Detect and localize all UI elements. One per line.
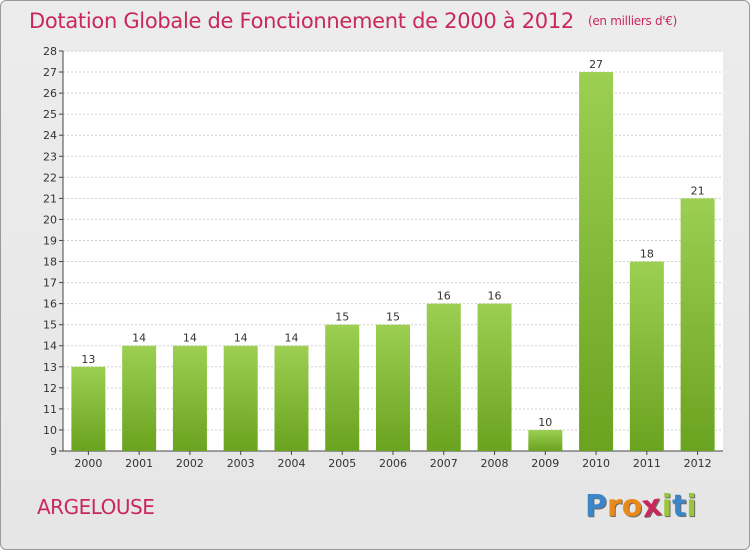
- x-tick-label: 2003: [227, 457, 255, 470]
- bar: [629, 261, 664, 451]
- y-tick-label: 25: [43, 108, 57, 121]
- logo-letter: o: [621, 489, 643, 524]
- y-tick-label: 28: [43, 45, 57, 58]
- bar-value-label: 27: [589, 58, 603, 71]
- y-tick-label: 22: [43, 171, 57, 184]
- bar: [579, 72, 614, 451]
- bar-value-label: 14: [284, 332, 298, 345]
- bar-value-label: 15: [335, 311, 349, 324]
- logo-letter: P: [585, 489, 607, 524]
- x-tick-label: 2010: [582, 457, 610, 470]
- x-tick-label: 2012: [684, 457, 712, 470]
- chart-title-text: Dotation Globale de Fonctionnement de 20…: [29, 9, 574, 33]
- logo-letter: i: [661, 489, 673, 524]
- x-tick-label: 2001: [125, 457, 153, 470]
- logo-letter: x: [640, 487, 665, 526]
- y-tick-label: 12: [43, 382, 57, 395]
- y-tick-label: 24: [43, 129, 57, 142]
- y-tick-label: 13: [43, 361, 57, 374]
- bar-value-label: 10: [538, 416, 552, 429]
- bar: [680, 198, 715, 451]
- y-tick-label: 27: [43, 66, 57, 79]
- y-tick-label: 9: [50, 445, 57, 458]
- bar-value-label: 13: [81, 353, 95, 366]
- y-tick-label: 11: [43, 403, 57, 416]
- bar: [223, 345, 258, 451]
- bar: [71, 366, 106, 451]
- commune-name: ARGELOUSE: [37, 495, 155, 519]
- x-tick-label: 2005: [328, 457, 356, 470]
- bar-value-label: 16: [437, 290, 451, 303]
- bar-value-label: 14: [183, 332, 197, 345]
- x-tick-label: 2008: [481, 457, 509, 470]
- x-tick-label: 2009: [531, 457, 559, 470]
- y-tick-label: 20: [43, 213, 57, 226]
- y-tick-label: 16: [43, 298, 57, 311]
- x-tick-label: 2002: [176, 457, 204, 470]
- bar: [172, 345, 207, 451]
- y-tick-label: 21: [43, 192, 57, 205]
- bar-value-label: 21: [691, 184, 705, 197]
- bar: [122, 345, 157, 451]
- bar: [376, 324, 410, 451]
- y-tick-label: 10: [43, 424, 57, 437]
- y-tick-label: 17: [43, 277, 57, 290]
- bar: [325, 324, 360, 451]
- logo-letter: i: [686, 489, 697, 524]
- logo-letter: t: [672, 489, 687, 524]
- y-tick-label: 26: [43, 87, 57, 100]
- y-tick-label: 18: [43, 256, 57, 269]
- chart-unit-label: (en milliers d'€): [587, 14, 677, 28]
- x-tick-label: 2000: [74, 457, 102, 470]
- bar-value-label: 14: [132, 332, 146, 345]
- logo-letter: r: [607, 489, 622, 524]
- x-tick-label: 2007: [430, 457, 458, 470]
- bar-value-label: 14: [234, 332, 248, 345]
- proxiti-logo: Proxiti: [585, 487, 697, 526]
- x-tick-label: 2004: [277, 457, 305, 470]
- x-tick-label: 2006: [379, 457, 407, 470]
- bar: [274, 345, 309, 451]
- bar-value-label: 15: [386, 311, 400, 324]
- chart-title: Dotation Globale de Fonctionnement de 20…: [29, 9, 677, 33]
- y-tick-label: 14: [43, 340, 57, 353]
- x-tick-label: 2011: [633, 457, 661, 470]
- bar-value-label: 16: [488, 290, 502, 303]
- y-tick-label: 23: [43, 150, 57, 163]
- bar: [426, 303, 461, 451]
- bar: [477, 303, 512, 451]
- bar: [528, 429, 563, 451]
- y-tick-label: 15: [43, 319, 57, 332]
- bar-value-label: 18: [640, 248, 654, 261]
- y-tick-label: 19: [43, 234, 57, 247]
